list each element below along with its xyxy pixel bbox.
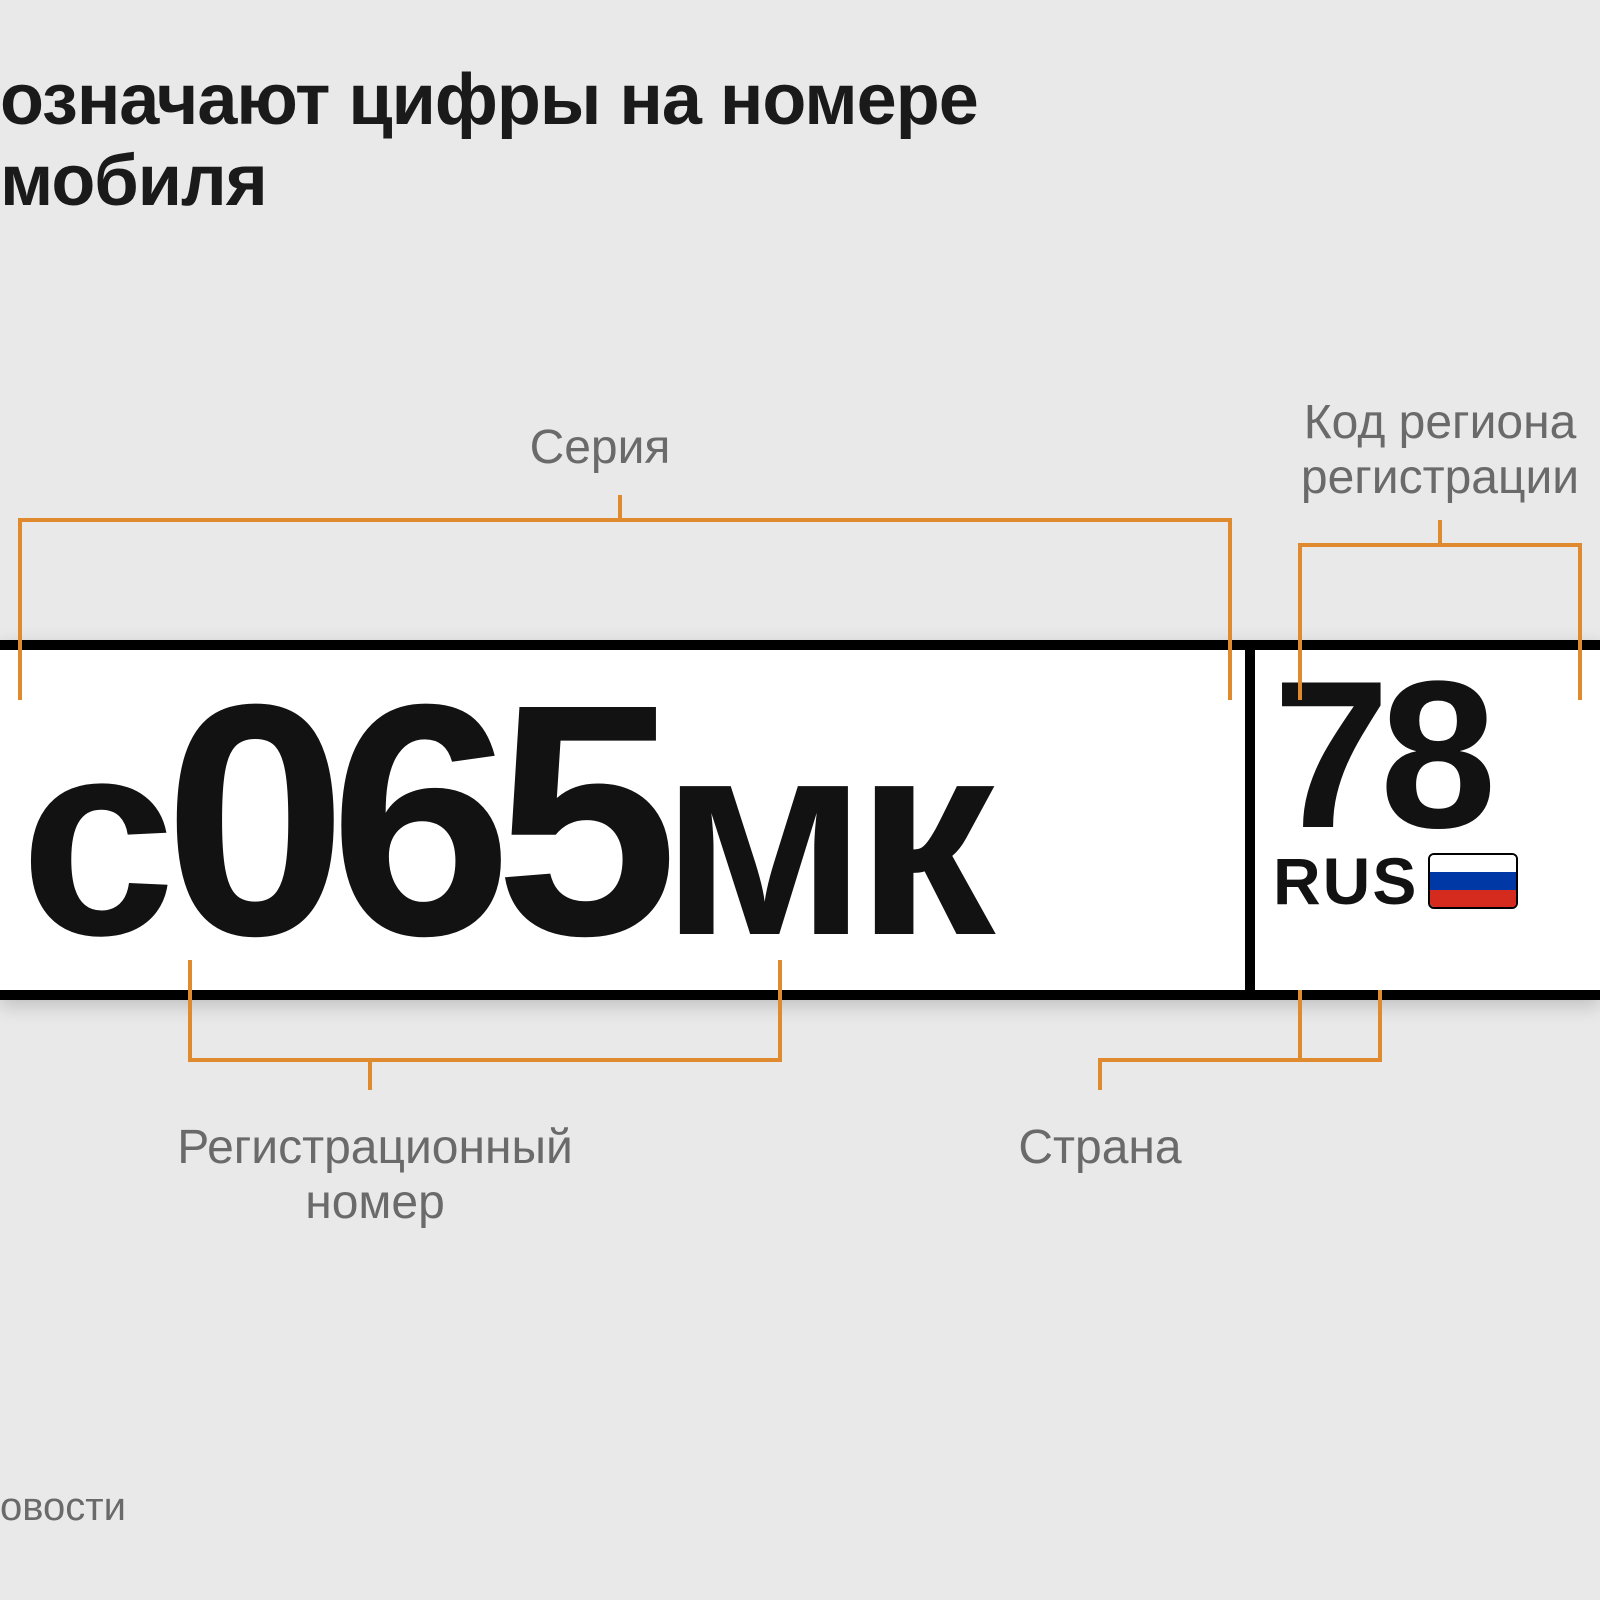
label-region-code: Код региона регистрации: [1230, 395, 1600, 505]
plate-country-row: RUS: [1273, 843, 1518, 919]
label-country: Страна: [900, 1120, 1300, 1175]
label-registration-number: Регистрационный номер: [50, 1120, 700, 1230]
license-plate: с 065 мк 78 RUS: [0, 640, 1600, 1000]
page-title: означают цифры на номере мобиля: [0, 60, 978, 221]
plate-series-letter-1: с: [20, 698, 164, 978]
label-series: Серия: [300, 420, 900, 475]
plate-country-code: RUS: [1273, 843, 1418, 919]
label-region-line2: регистрации: [1301, 451, 1579, 504]
bracket-country: [1100, 990, 1380, 1090]
flag-stripe-white: [1430, 855, 1516, 872]
plate-region-code: 78: [1273, 660, 1487, 849]
plate-series-letters-tail: мк: [660, 698, 983, 978]
plate-registration-digits: 065: [164, 655, 661, 985]
label-regnum-line2: номер: [305, 1176, 445, 1229]
title-line-2: мобиля: [0, 141, 267, 221]
plate-main-section: с 065 мк: [0, 650, 1255, 990]
title-line-1: означают цифры на номере: [0, 60, 978, 140]
source-credit: овости: [0, 1485, 126, 1530]
russia-flag-icon: [1428, 853, 1518, 909]
flag-stripe-red: [1430, 890, 1516, 907]
plate-text: с 065 мк: [20, 655, 984, 985]
label-region-line1: Код региона: [1304, 396, 1577, 449]
plate-region-section: 78 RUS: [1255, 650, 1600, 990]
label-regnum-line1: Регистрационный: [177, 1121, 573, 1174]
flag-stripe-blue: [1430, 872, 1516, 889]
